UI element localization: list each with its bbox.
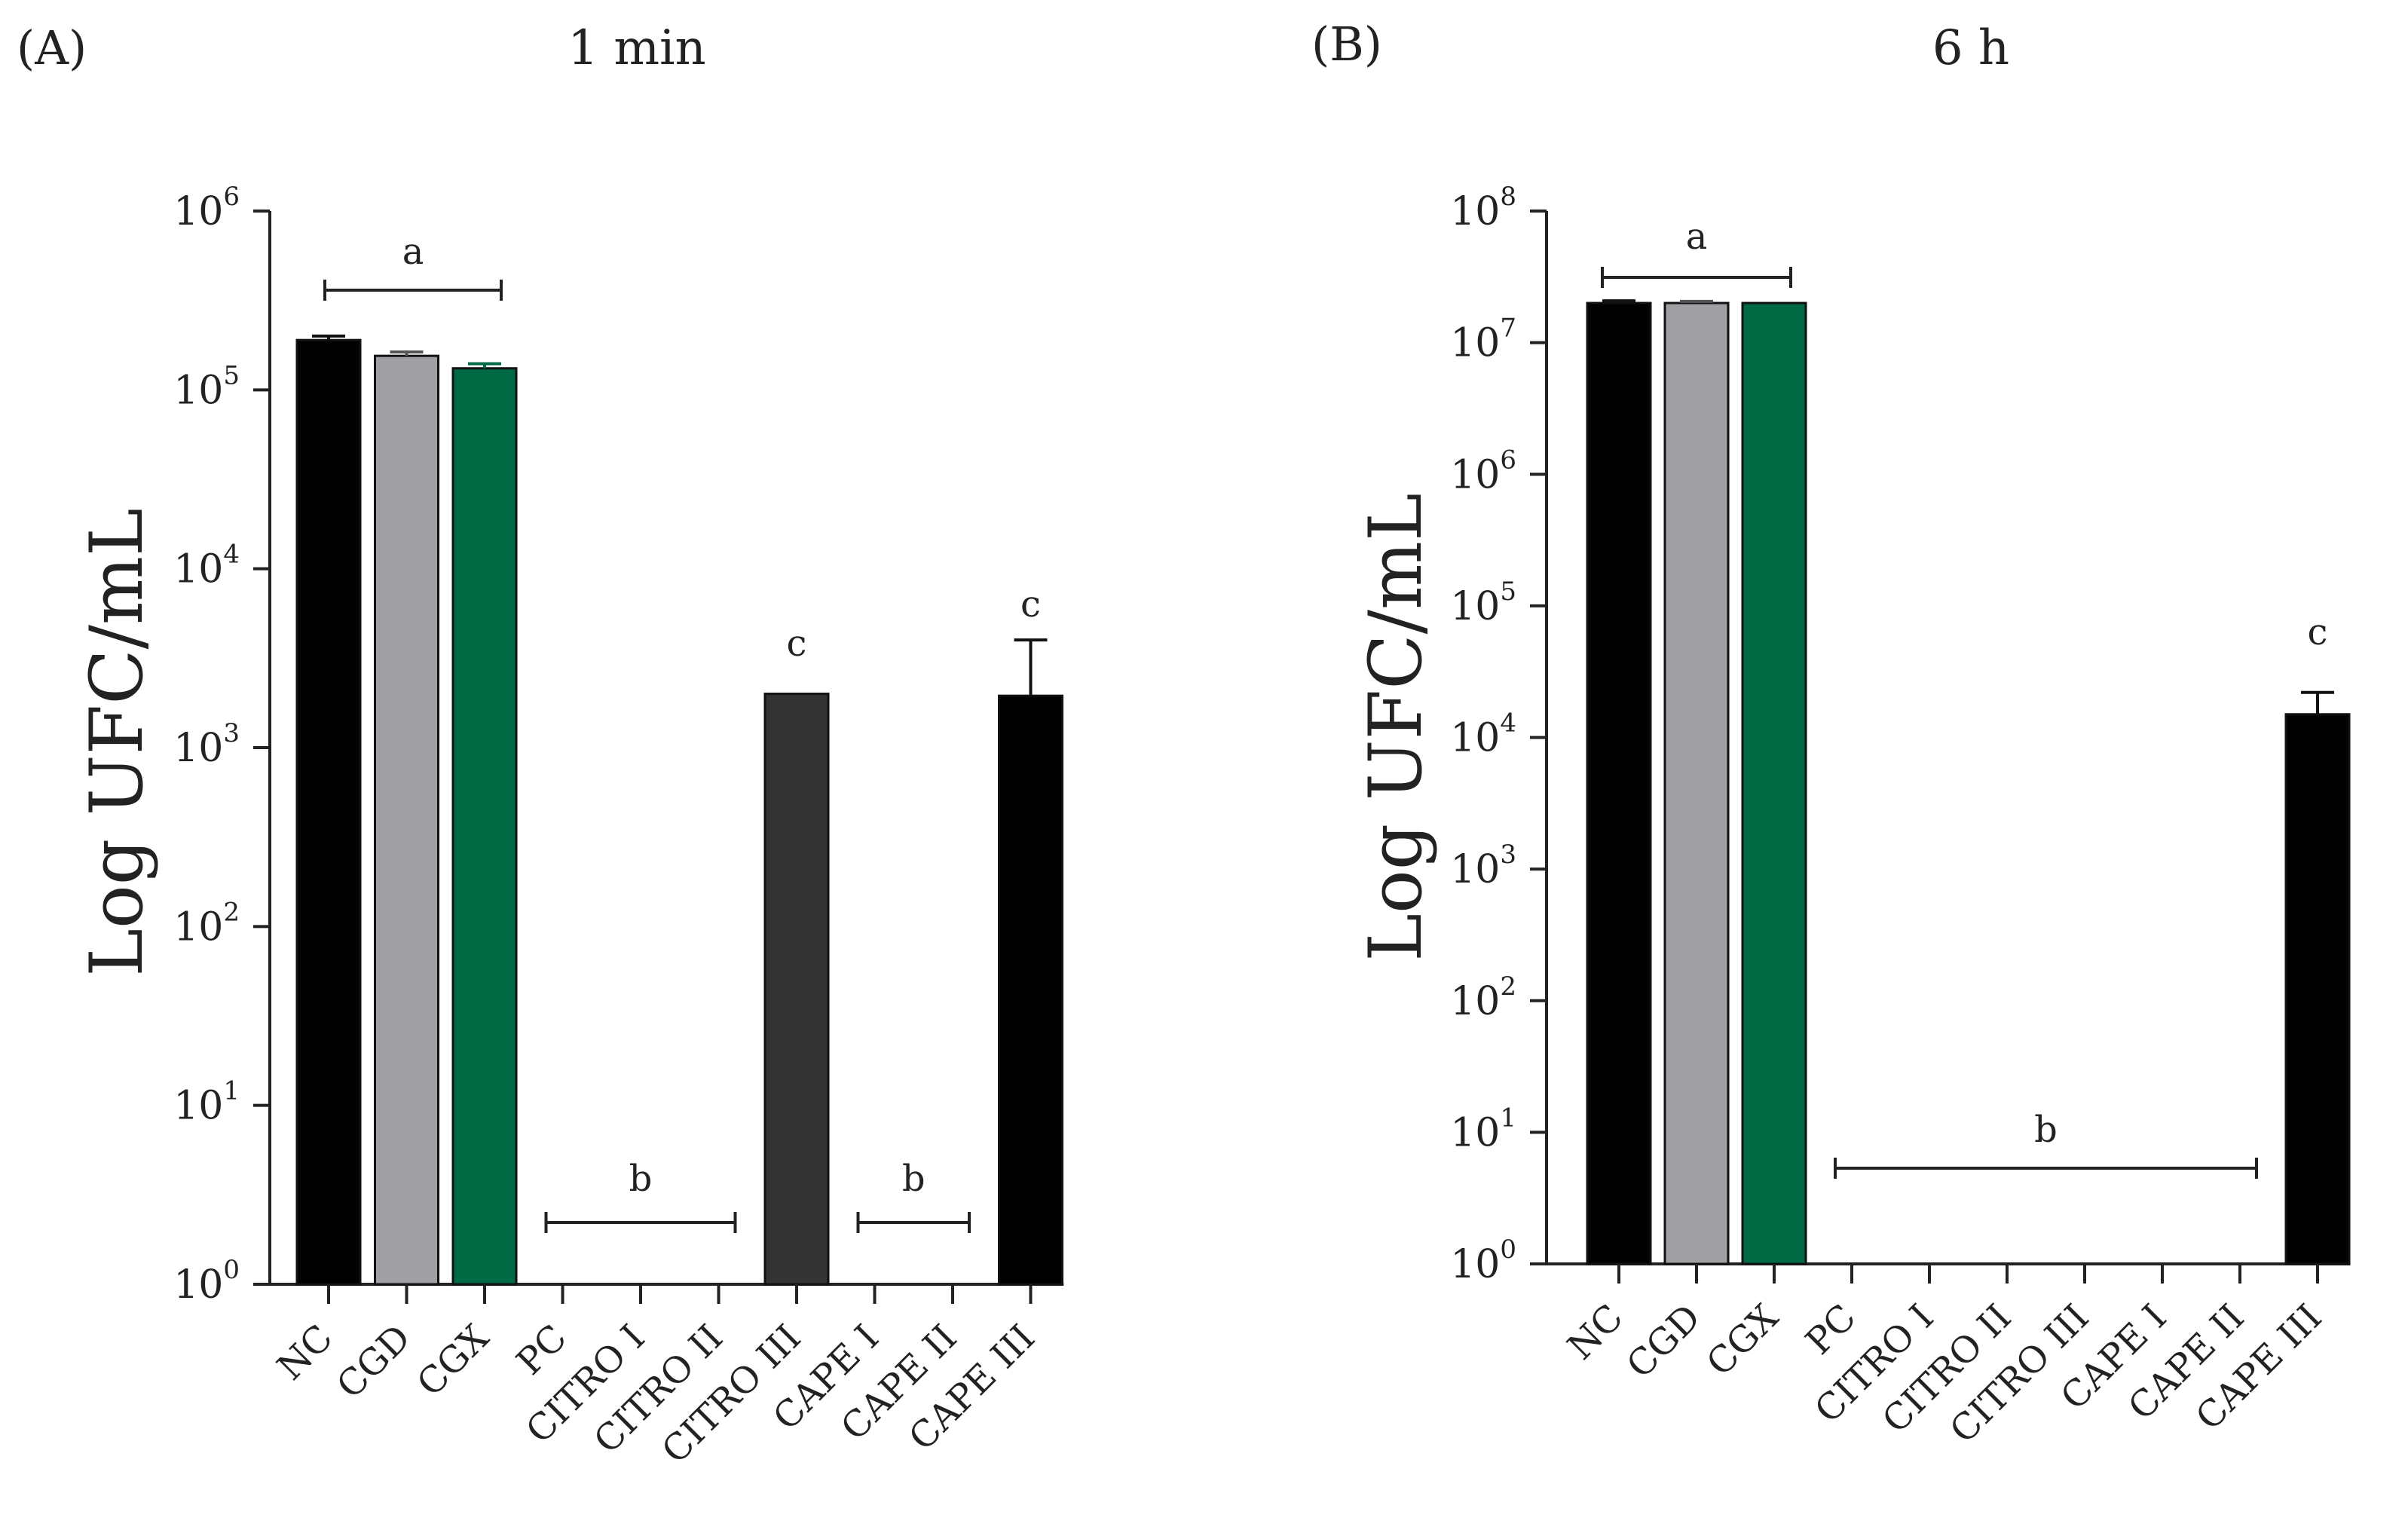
y-tick-label: 105 bbox=[173, 360, 240, 413]
y-tick-label: 102 bbox=[173, 897, 240, 950]
bar bbox=[451, 367, 518, 1286]
y-tick-label: 100 bbox=[173, 1255, 240, 1308]
y-tick-label: 102 bbox=[1450, 971, 1516, 1024]
bar bbox=[1663, 301, 1730, 1265]
significance-letter: b bbox=[629, 1158, 653, 1200]
x-tick-label: PC bbox=[1798, 1296, 1864, 1363]
y-axis-label: Log UFC/mL bbox=[75, 508, 159, 977]
bar bbox=[1586, 301, 1652, 1265]
panel-label: (A) bbox=[17, 20, 87, 75]
chart-title: 1 min bbox=[568, 20, 705, 76]
bar bbox=[998, 694, 1063, 1286]
bar bbox=[2284, 713, 2351, 1265]
x-tick-label: CGD bbox=[329, 1317, 419, 1407]
y-tick-label: 103 bbox=[173, 718, 240, 771]
bar bbox=[295, 338, 362, 1286]
y-tick-label: 107 bbox=[1450, 314, 1516, 366]
y-tick-label: 108 bbox=[1450, 182, 1516, 234]
y-tick-label: 105 bbox=[1450, 577, 1516, 629]
significance-letter: c bbox=[2308, 611, 2328, 653]
chart-title: 6 h bbox=[1932, 20, 2009, 76]
bar bbox=[763, 693, 830, 1286]
panel-a: (A) 1 min Log UFC/mL 100 101 102 103 104 105 1… bbox=[17, 20, 1064, 1472]
significance-letter: b bbox=[2034, 1109, 2058, 1151]
significance-letter: c bbox=[787, 623, 807, 665]
significance-letter: a bbox=[1686, 216, 1708, 258]
significance-letter: b bbox=[902, 1158, 926, 1200]
x-tick-label: CGX bbox=[1699, 1296, 1787, 1384]
y-tick-label: 104 bbox=[1450, 708, 1516, 761]
y-tick-label: 106 bbox=[173, 182, 240, 234]
significance-letter: a bbox=[402, 231, 424, 273]
y-tick-label: 101 bbox=[173, 1076, 240, 1129]
bar bbox=[1741, 301, 1807, 1265]
panel-b: (B) 6 h Log UFC/mL 100 101 102 103 104 105 106… bbox=[1311, 17, 2351, 1452]
bar bbox=[374, 354, 439, 1286]
x-tick-label: CGX bbox=[409, 1317, 497, 1405]
y-axis-label: Log UFC/mL bbox=[1354, 493, 1438, 962]
x-tick-label: CGD bbox=[1619, 1296, 1709, 1387]
significance-letter: c bbox=[1020, 583, 1041, 626]
panel-label: (B) bbox=[1311, 17, 1382, 72]
y-tick-label: 101 bbox=[1450, 1103, 1516, 1155]
y-tick-label: 103 bbox=[1450, 840, 1516, 892]
x-tick-label: PC bbox=[509, 1317, 575, 1383]
y-tick-label: 106 bbox=[1450, 445, 1516, 497]
y-tick-label: 104 bbox=[173, 540, 240, 592]
y-tick-label: 100 bbox=[1450, 1235, 1516, 1287]
